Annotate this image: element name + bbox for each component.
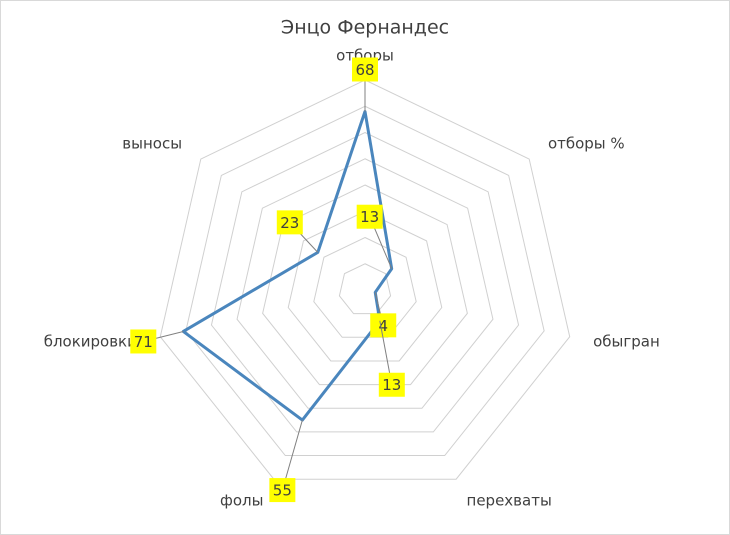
grid-ring — [185, 105, 545, 457]
axis-label: отборы — [336, 47, 394, 65]
grid-ring — [159, 79, 571, 480]
value-label: 23 — [280, 214, 299, 232]
axis-label: блокировки — [44, 333, 137, 351]
axis-label: перехваты — [467, 491, 552, 509]
axis-label: отборы % — [548, 135, 625, 153]
axis-label: обыгран — [593, 333, 660, 351]
value-label: 4 — [378, 317, 388, 335]
value-label-bg — [352, 57, 378, 82]
value-label: 71 — [134, 333, 153, 351]
value-label-bg — [356, 204, 383, 229]
value-label: 13 — [382, 376, 401, 394]
value-label-bg — [370, 313, 397, 338]
grid-ring — [262, 184, 468, 386]
value-label-bg — [276, 210, 303, 235]
grid-ring — [287, 210, 443, 362]
value-label-bg — [269, 478, 296, 503]
axis-label: фолы — [220, 491, 263, 509]
axis-label: выносы — [122, 135, 182, 153]
grid-ring — [236, 158, 494, 409]
value-label: 55 — [273, 482, 292, 500]
value-label: 13 — [360, 208, 379, 226]
value-label: 68 — [355, 61, 374, 79]
grid-ring — [210, 131, 520, 433]
series-line — [181, 110, 394, 422]
value-label-bg — [378, 372, 405, 397]
value-label-bg — [130, 329, 157, 354]
chart-title: Энцо Фернандес — [281, 17, 449, 39]
